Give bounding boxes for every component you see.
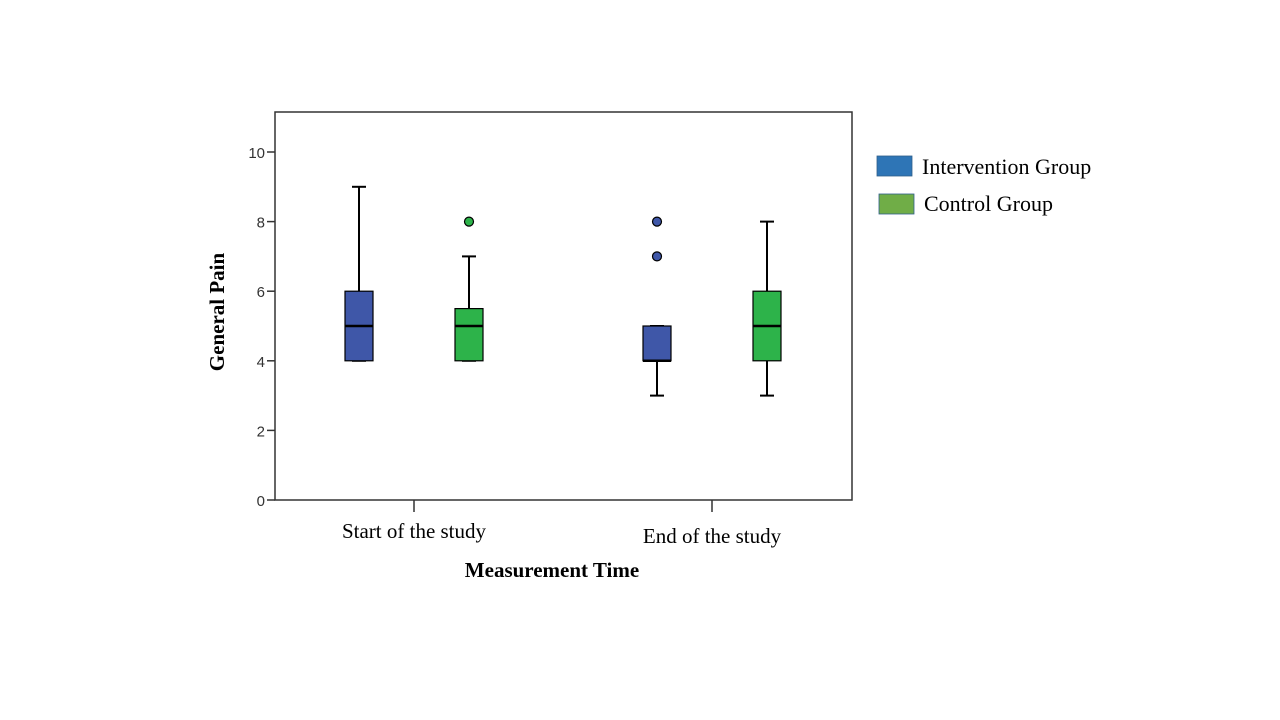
legend-item: Intervention Group [876, 154, 1091, 179]
y-axis: 0 2 4 6 8 10 [248, 145, 275, 510]
box-iqr [642, 325, 672, 362]
outlier-point [651, 251, 663, 262]
legend-label: Control Group [924, 191, 1053, 216]
legend-item: Control Group [878, 191, 1053, 216]
y-tick-label: 0 [257, 493, 265, 510]
x-tick-label: Start of the study [342, 519, 487, 543]
box-plot [752, 220, 782, 397]
y-tick-label: 4 [257, 354, 265, 371]
x-axis: Start of the study End of the study [342, 500, 782, 548]
legend-label: Intervention Group [922, 154, 1091, 179]
legend-swatch [878, 193, 915, 215]
box-iqr [454, 308, 484, 362]
y-tick-label: 6 [257, 284, 265, 301]
y-tick-label: 10 [248, 145, 265, 162]
y-tick-label: 2 [257, 423, 265, 440]
y-axis-title: General Pain [205, 252, 229, 371]
legend: Intervention Group Control Group [876, 154, 1091, 216]
y-tick-label: 8 [257, 215, 265, 232]
box-plot [454, 216, 484, 362]
outlier-point [651, 216, 663, 227]
outlier-point [463, 216, 475, 227]
box-group [344, 185, 782, 397]
x-tick-label: End of the study [643, 524, 782, 548]
x-axis-title: Measurement Time [465, 558, 639, 582]
box-plot [344, 185, 374, 362]
plot-frame [274, 111, 853, 501]
legend-swatch [876, 155, 913, 177]
box-plot [642, 216, 672, 397]
